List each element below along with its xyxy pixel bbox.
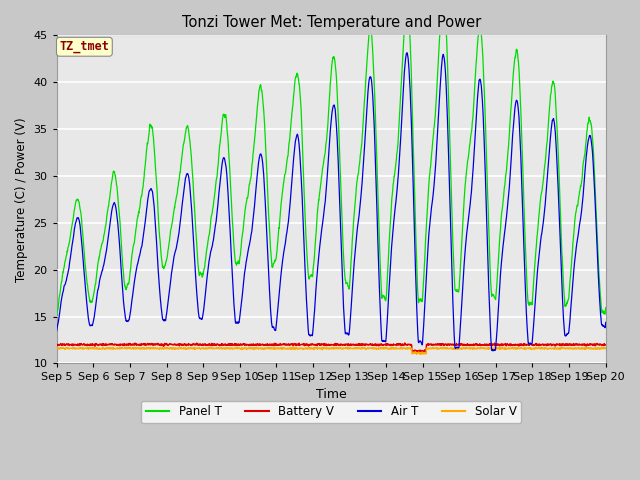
Panel T: [491, 295, 499, 301]
Battery V: [53, 342, 61, 348]
Solar V: [413, 351, 420, 357]
Legend: Panel T, Battery V, Air T, Solar V: Panel T, Battery V, Air T, Solar V: [141, 401, 522, 423]
Battery V: [206, 342, 214, 348]
Line: Battery V: Battery V: [57, 343, 605, 353]
Battery V: [554, 342, 561, 348]
Solar V: [347, 346, 355, 351]
Solar V: [206, 345, 214, 350]
Line: Panel T: Panel T: [57, 0, 605, 316]
Air T: [359, 169, 367, 175]
Air T: [206, 254, 214, 260]
Y-axis label: Temperature (C) / Power (V): Temperature (C) / Power (V): [15, 117, 28, 282]
Battery V: [602, 342, 609, 348]
Air T: [602, 320, 609, 325]
Solar V: [569, 346, 577, 352]
Text: TZ_tmet: TZ_tmet: [60, 40, 109, 53]
Panel T: [602, 305, 609, 311]
Solar V: [602, 346, 609, 351]
Panel T: [53, 313, 61, 319]
Solar V: [492, 346, 499, 351]
Air T: [53, 328, 61, 334]
Solar V: [554, 345, 561, 351]
Panel T: [569, 245, 577, 251]
Line: Air T: Air T: [57, 53, 605, 351]
Title: Tonzi Tower Met: Temperature and Power: Tonzi Tower Met: Temperature and Power: [182, 15, 481, 30]
Air T: [569, 279, 577, 285]
Air T: [492, 347, 499, 353]
Solar V: [53, 346, 61, 351]
Air T: [403, 50, 411, 56]
X-axis label: Time: Time: [316, 388, 347, 401]
Panel T: [554, 132, 561, 138]
Battery V: [359, 341, 367, 347]
Air T: [489, 348, 497, 354]
Battery V: [569, 342, 577, 348]
Battery V: [347, 341, 355, 347]
Line: Solar V: Solar V: [57, 348, 605, 354]
Panel T: [206, 228, 214, 233]
Solar V: [382, 345, 390, 350]
Battery V: [492, 343, 499, 349]
Battery V: [419, 350, 427, 356]
Panel T: [347, 261, 355, 266]
Panel T: [359, 124, 367, 130]
Solar V: [359, 345, 367, 350]
Air T: [554, 173, 561, 179]
Battery V: [401, 340, 409, 346]
Air T: [347, 309, 355, 314]
